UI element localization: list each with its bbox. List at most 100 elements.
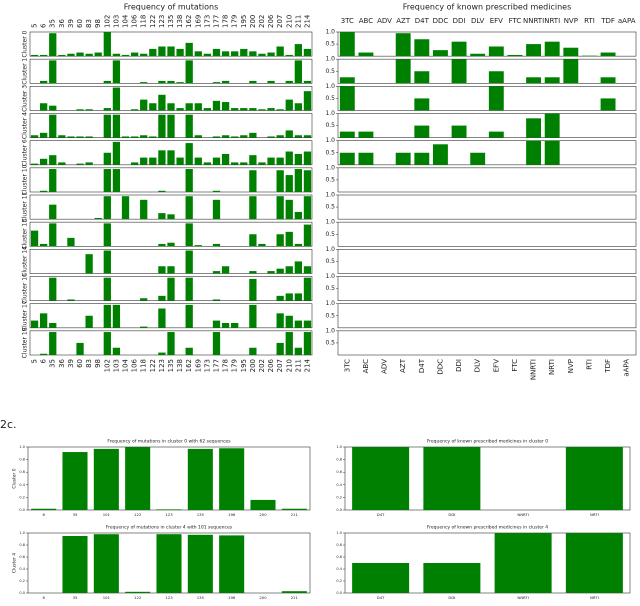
bar — [219, 535, 245, 593]
bar — [30, 230, 39, 247]
bar — [432, 144, 448, 165]
bar — [40, 243, 48, 247]
bar — [140, 157, 148, 165]
x-tick-label-top: aAPA — [618, 17, 636, 25]
y-tick-label: 0.5 — [325, 176, 335, 183]
bar — [140, 135, 148, 138]
bar — [221, 80, 230, 84]
bar — [158, 213, 166, 220]
x-tick-label-top: TDF — [600, 17, 615, 25]
bar — [194, 103, 202, 111]
bar — [250, 499, 276, 510]
bar — [276, 135, 284, 138]
bar — [303, 48, 312, 57]
bar — [294, 44, 302, 57]
bar — [85, 162, 93, 165]
bar — [414, 152, 430, 165]
x-tick-label-top: 179 — [231, 15, 239, 28]
bar — [285, 80, 293, 84]
bar — [249, 155, 257, 165]
bar — [600, 52, 616, 57]
x-tick-label-top: AZT — [396, 17, 411, 25]
bar — [167, 150, 175, 165]
x-tick-label: 35 — [73, 512, 78, 517]
bar — [158, 190, 166, 192]
x-tick-label: 6 — [42, 512, 45, 517]
bar — [212, 100, 221, 111]
bar — [285, 99, 293, 111]
bar — [76, 109, 84, 111]
y-tick-label: 0.5 — [325, 68, 335, 75]
x-tick-label-bottom: 102 — [103, 359, 111, 372]
bar — [149, 136, 157, 138]
bar — [285, 293, 293, 301]
bar — [112, 304, 121, 328]
bar — [423, 563, 481, 593]
x-tick-label-top: 104 — [122, 14, 130, 28]
bar — [414, 71, 430, 84]
bar — [231, 323, 239, 328]
y-tick-label: 1.0 — [19, 445, 25, 449]
bar — [85, 315, 93, 328]
x-tick-label-top: EFV — [490, 17, 503, 25]
bar — [249, 51, 257, 57]
bar — [167, 114, 175, 138]
y-tick-label: 0.0 — [19, 591, 25, 595]
bar — [267, 52, 275, 57]
bar — [94, 217, 102, 220]
x-tick-label-bottom: 178 — [222, 359, 230, 372]
x-tick-label-top: 178 — [222, 15, 230, 28]
bar — [212, 136, 221, 138]
bar — [294, 320, 302, 328]
bar — [49, 169, 57, 192]
bar — [62, 452, 88, 510]
x-tick-label: 101 — [103, 512, 111, 517]
bar — [125, 591, 151, 593]
bar — [212, 320, 221, 328]
bar — [565, 533, 623, 593]
bar — [303, 151, 312, 165]
y-tick-label: 1.0 — [325, 273, 335, 280]
bar — [231, 51, 239, 57]
x-tick-label: NRTI — [590, 595, 599, 600]
y-tick-label: 1.0 — [336, 531, 342, 535]
row-label: Cluster 0 — [22, 30, 29, 57]
bar — [167, 266, 175, 274]
bar — [267, 157, 275, 165]
bar — [451, 59, 467, 84]
y-tick-label: 0.5 — [325, 95, 335, 102]
x-tick-label-top: 98 — [94, 19, 102, 28]
bar — [276, 196, 284, 220]
bar — [285, 175, 293, 192]
bar — [414, 98, 430, 111]
x-tick-label-bottom: ABC — [362, 359, 370, 373]
chart-title: Frequency of known prescribed medicines — [403, 3, 572, 12]
y-tick-label: 0.4 — [336, 483, 342, 487]
bar — [203, 108, 212, 111]
bar — [303, 332, 312, 355]
bar — [249, 304, 257, 328]
plot-frame — [337, 194, 637, 220]
x-tick-label: DDI — [448, 512, 455, 517]
y-tick-label: 1.0 — [325, 29, 335, 36]
x-tick-label-top: 138 — [176, 15, 184, 28]
x-tick-label-top: 102 — [103, 15, 111, 28]
x-tick-label: NNRTI — [517, 595, 528, 600]
y-tick-label: 0.5 — [325, 122, 335, 129]
bar — [285, 315, 293, 328]
x-tick-label-top: DDC — [433, 17, 449, 25]
bar — [565, 447, 623, 510]
bar — [294, 60, 302, 84]
y-tick-label: 0.2 — [336, 579, 342, 583]
bar — [187, 534, 213, 593]
bar — [352, 447, 410, 510]
y-tick-label: 0.8 — [19, 543, 25, 547]
bar — [294, 103, 302, 111]
bar — [285, 54, 293, 57]
bar — [158, 295, 166, 301]
bar — [176, 82, 184, 84]
bar — [240, 135, 248, 138]
y-tick-label: 0.8 — [19, 458, 25, 462]
x-tick-label-bottom: 173 — [203, 359, 211, 372]
bar — [194, 135, 202, 138]
